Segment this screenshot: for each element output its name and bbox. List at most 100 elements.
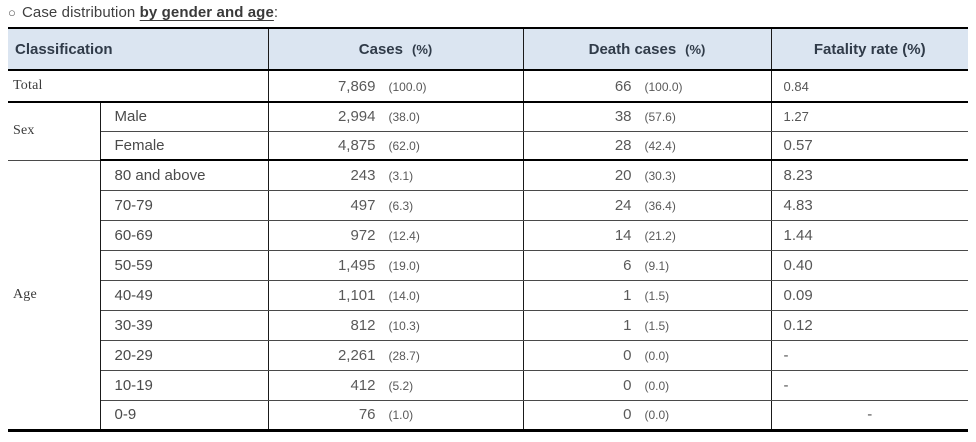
row-label: Female (99, 131, 268, 161)
deaths-percent: (0.0) (644, 408, 670, 422)
deaths-value: 1 (623, 316, 632, 334)
cases-percent: (6.3) (388, 198, 414, 213)
deaths-cell: 0 (0.0) (522, 400, 771, 430)
table-row-70-79: 70-79 497 (6.3) 24 (36.4) 4.83 (8, 190, 968, 221)
deaths-value: 38 (614, 108, 632, 126)
table-row-total: Total 7,869 (100.0) 66 (100.0) 0.84 (8, 70, 968, 103)
group-label-sex: Sex (8, 102, 101, 161)
deaths-cell: 0 (0.0) (522, 370, 771, 401)
cases-value: 243 (350, 166, 376, 184)
deaths-cell: 1 (1.5) (522, 280, 771, 311)
deaths-value: 1 (623, 286, 632, 304)
section-title: ○ Case distribution by gender and age: (0, 0, 976, 27)
fatality-value: - (770, 400, 968, 430)
table-row-40-49: 40-49 1,101 (14.0) 1 (1.5) 0.09 (8, 280, 968, 311)
cases-cell: 812 (10.3) (267, 310, 523, 341)
cases-percent: (100.0) (388, 79, 427, 94)
row-label: 0-9 (99, 400, 268, 430)
fatality-value: 0.84 (770, 70, 968, 103)
deaths-cell: 14 (21.2) (522, 220, 771, 251)
deaths-percent: (1.5) (644, 288, 670, 303)
table-row-80-and-above: Age 80 and above 243 (3.1) 20 (30.3) 8.23 (8, 160, 968, 431)
deaths-header-label: Death cases (588, 40, 677, 58)
cases-percent: (19.0) (388, 258, 420, 273)
deaths-value: 0 (623, 346, 632, 364)
cases-value: 497 (350, 196, 376, 214)
circle-bullet-icon: ○ (8, 5, 16, 20)
cases-value: 2,261 (337, 346, 376, 364)
cases-percent: (5.2) (388, 378, 414, 393)
deaths-value: 0 (623, 376, 632, 394)
fatality-value: 0.40 (770, 250, 968, 281)
col-header-fatality-rate: Fatality rate (%) (770, 28, 968, 71)
cases-percent: (10.3) (388, 318, 420, 333)
cases-value: 7,869 (337, 77, 376, 95)
deaths-cell: 20 (30.3) (522, 160, 771, 191)
cases-cell: 1,495 (19.0) (267, 250, 523, 281)
row-label: 10-19 (99, 370, 268, 401)
cases-percent: (3.1) (388, 168, 414, 183)
deaths-value: 28 (614, 136, 632, 154)
table-row-male: Sex Male 2,994 (38.0) 38 (57.6) 1.27 (8, 102, 968, 161)
group-label-age: Age (8, 160, 101, 431)
cases-value: 2,994 (337, 108, 376, 126)
row-label: Male (100, 102, 268, 132)
cases-value: 1,495 (337, 256, 376, 274)
deaths-header-pct: (%) (685, 41, 706, 57)
row-label: 80 and above (100, 160, 268, 191)
deaths-percent: (100.0) (644, 79, 683, 94)
deaths-cell: 28 (42.4) (522, 131, 771, 161)
deaths-percent: (0.0) (644, 378, 670, 393)
cases-value: 1,101 (337, 286, 376, 304)
col-header-cases: Cases (%) (267, 28, 523, 71)
fatality-value: 0.57 (770, 131, 968, 161)
table-row-0-9: 0-9 76 (1.0) 0 (0.0) - (8, 400, 968, 430)
cases-value: 76 (358, 406, 376, 423)
deaths-value: 24 (614, 196, 632, 214)
deaths-cell: 38 (57.6) (522, 102, 771, 132)
cases-percent: (62.0) (388, 138, 420, 153)
row-label-total: Total (8, 70, 268, 103)
cases-cell: 412 (5.2) (267, 370, 523, 401)
deaths-cell: 1 (1.5) (522, 310, 771, 341)
deaths-percent: (57.6) (644, 110, 676, 125)
row-label: 40-49 (99, 280, 268, 311)
fatality-value: 4.83 (770, 190, 968, 221)
deaths-cell: 24 (36.4) (522, 190, 771, 221)
cases-value: 4,875 (337, 136, 376, 154)
deaths-percent: (30.3) (644, 168, 676, 183)
table-row-60-69: 60-69 972 (12.4) 14 (21.2) 1.44 (8, 220, 968, 251)
deaths-percent: (1.5) (644, 318, 670, 333)
cases-cell: 2,994 (38.0) (267, 102, 523, 132)
table-row-20-29: 20-29 2,261 (28.7) 0 (0.0) - (8, 340, 968, 371)
col-header-classification: Classification (8, 28, 268, 71)
cases-value: 812 (350, 316, 376, 334)
deaths-cell: 0 (0.0) (522, 340, 771, 371)
cases-percent: (28.7) (388, 348, 420, 363)
title-emphasis: by gender and age (139, 4, 274, 21)
deaths-cell: 6 (9.1) (522, 250, 771, 281)
cases-percent: (14.0) (388, 288, 420, 303)
deaths-percent: (21.2) (644, 228, 676, 243)
header-row: Classification Cases (%) Death cases (%) F… (8, 28, 968, 71)
deaths-value: 20 (614, 166, 632, 184)
fatality-value: 8.23 (770, 160, 968, 191)
deaths-percent: (9.1) (644, 258, 670, 273)
row-label: 50-59 (99, 250, 268, 281)
deaths-percent: (0.0) (644, 348, 670, 363)
table-row-female: Female 4,875 (62.0) 28 (42.4) 0.57 (8, 131, 968, 161)
cases-cell: 243 (3.1) (267, 160, 523, 191)
case-distribution-table: Classification Cases (%) Death cases (%) F… (8, 27, 968, 432)
title-colon: : (273, 4, 279, 21)
cases-cell: 76 (1.0) (267, 400, 523, 430)
cases-header-pct: (%) (411, 41, 433, 57)
table-row-10-19: 10-19 412 (5.2) 0 (0.0) - (8, 370, 968, 401)
fatality-value: 1.44 (770, 220, 968, 251)
cases-cell: 1,101 (14.0) (267, 280, 523, 311)
cases-cell: 4,875 (62.0) (267, 131, 523, 161)
table-row-30-39: 30-39 812 (10.3) 1 (1.5) 0.12 (8, 310, 968, 341)
fatality-value: - (770, 370, 968, 401)
deaths-percent: (36.4) (644, 198, 676, 213)
deaths-value: 0 (623, 406, 632, 423)
